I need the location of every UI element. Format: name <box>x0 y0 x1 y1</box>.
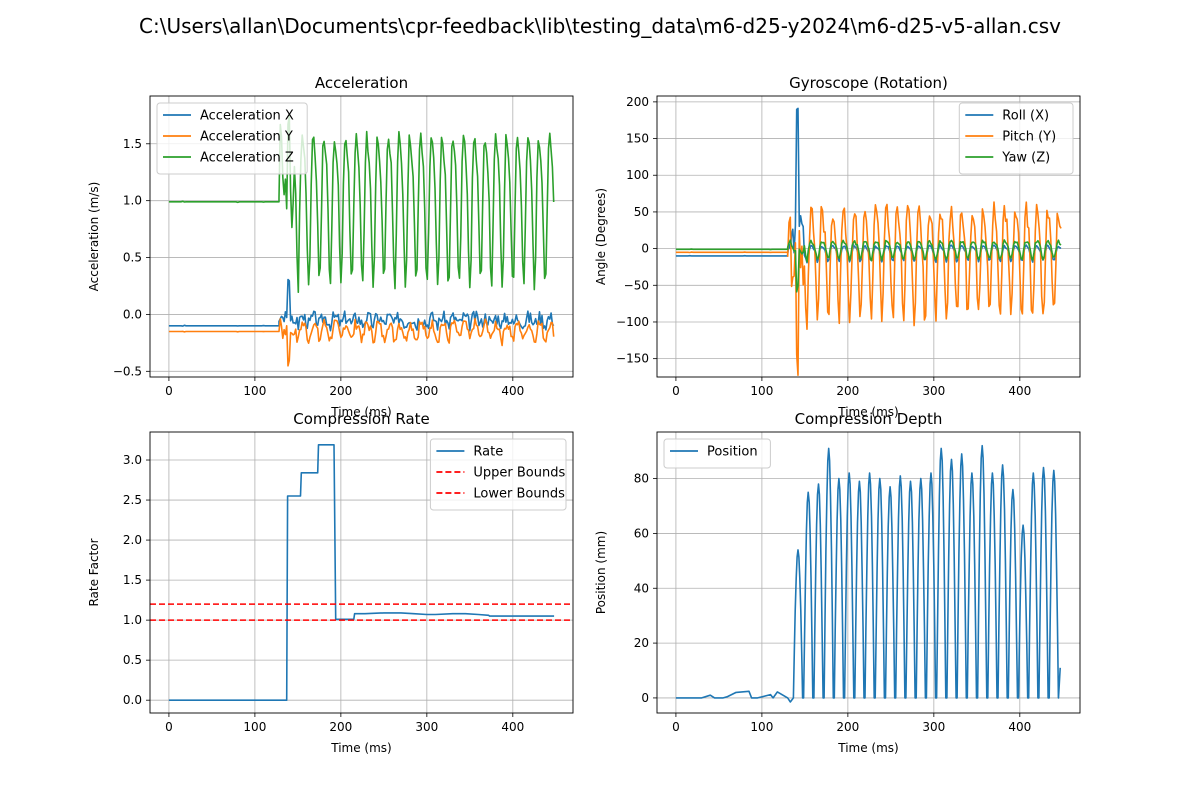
legend-box <box>156 102 308 175</box>
y-tick-label: 0.0 <box>123 693 142 707</box>
figure-title: C:\Users\allan\Documents\cpr-feedback\li… <box>139 14 1061 38</box>
y-tick-label: 1.5 <box>123 137 142 151</box>
legend-label: Yaw (Z) <box>1001 151 1050 166</box>
x-tick-label: 300 <box>922 720 945 734</box>
plot-area <box>168 114 555 367</box>
axes-frame <box>656 95 1081 378</box>
y-tick-label: 0 <box>641 691 649 705</box>
legend-label: Roll (X) <box>1002 109 1049 124</box>
y-axis-label: Position (mm) <box>594 531 608 614</box>
y-tick-label: 0.5 <box>123 251 142 265</box>
chart-title: Compression Depth <box>795 410 943 428</box>
legend-label: Acceleration Z <box>200 151 294 166</box>
legend: Acceleration X Acceleration Y Acceleration… <box>156 102 308 175</box>
series-line-2 <box>168 317 555 367</box>
series-line-1 <box>168 278 555 332</box>
plot-area <box>675 107 1062 376</box>
legend-label: Rate <box>473 445 503 460</box>
series-line-3 <box>675 239 1062 293</box>
x-tick-label: 300 <box>415 720 438 734</box>
x-tick-label: 400 <box>1008 720 1031 734</box>
x-tick-label: 200 <box>329 384 352 398</box>
x-tick-label: 200 <box>329 720 352 734</box>
legend-label: Upper Bounds <box>473 466 565 481</box>
series-line-1 <box>675 444 1061 703</box>
axes-frame <box>149 95 574 378</box>
y-tick-label: 20 <box>634 636 649 650</box>
plot-area <box>675 444 1061 703</box>
y-tick-label: 60 <box>634 526 649 540</box>
x-tick-label: 200 <box>836 384 859 398</box>
y-tick-label: −150 <box>616 352 649 366</box>
y-tick-label: 2.5 <box>123 493 142 507</box>
y-tick-label: 150 <box>626 132 649 146</box>
x-tick-label: 100 <box>243 384 266 398</box>
legend: Roll (X) Pitch (Y) Yaw (Z) <box>958 102 1074 175</box>
legend: Rate Upper Bounds Lower Bounds <box>429 438 567 511</box>
y-tick-label: 0.0 <box>123 307 142 321</box>
y-tick-label: 3.0 <box>123 453 142 467</box>
axes-frame <box>656 431 1081 714</box>
x-tick-label: 400 <box>501 384 524 398</box>
y-tick-label: −50 <box>624 278 649 292</box>
legend-label: Acceleration Y <box>200 130 293 145</box>
x-tick-label: 0 <box>672 384 680 398</box>
x-tick-label: 300 <box>415 384 438 398</box>
x-tick-label: 100 <box>750 384 773 398</box>
y-tick-label: 80 <box>634 472 649 486</box>
y-tick-label: −0.5 <box>113 364 142 378</box>
y-tick-label: 100 <box>626 168 649 182</box>
x-tick-label: 400 <box>501 720 524 734</box>
y-tick-label: 1.5 <box>123 573 142 587</box>
y-tick-label: −100 <box>616 315 649 329</box>
x-tick-label: 200 <box>836 720 859 734</box>
y-tick-label: 1.0 <box>123 613 142 627</box>
x-axis-label: Time (ms) <box>837 741 899 755</box>
legend: Position <box>663 438 771 469</box>
legend-label: Pitch (Y) <box>1002 130 1056 145</box>
y-axis-label: Angle (Degrees) <box>594 188 608 285</box>
axes-frame <box>149 431 574 714</box>
series-line-2 <box>675 201 1062 376</box>
series-line-3 <box>168 114 555 293</box>
y-axis-label: Rate Factor <box>87 538 101 606</box>
x-tick-label: 0 <box>672 720 680 734</box>
chart-title: Acceleration <box>315 74 408 92</box>
chart-title: Compression Rate <box>293 410 430 428</box>
x-tick-label: 100 <box>243 720 266 734</box>
legend-label: Lower Bounds <box>473 487 565 502</box>
x-axis-label: Time (ms) <box>330 741 392 755</box>
chart-accel: 0 100 200 300 400 −0.5 0.0 0.5 1.0 1.5 Acceleratio… <box>87 74 574 419</box>
y-tick-label: 200 <box>626 95 649 109</box>
legend-box <box>663 438 771 469</box>
x-tick-label: 300 <box>922 384 945 398</box>
y-tick-label: 0.5 <box>123 653 142 667</box>
series-line-1 <box>168 444 555 701</box>
y-tick-label: 40 <box>634 581 649 595</box>
x-tick-label: 400 <box>1008 384 1031 398</box>
x-tick-label: 0 <box>165 384 173 398</box>
y-tick-label: 0 <box>641 242 649 256</box>
x-axis-label: Time (ms) <box>837 405 899 419</box>
x-tick-label: 100 <box>750 720 773 734</box>
plot-area <box>150 444 573 701</box>
x-axis-label: Time (ms) <box>330 405 392 419</box>
y-tick-label: 2.0 <box>123 533 142 547</box>
x-tick-label: 0 <box>165 720 173 734</box>
chart-gyro: 0 100 200 300 400 −150 −100 −50 0 50 100 150 200 Gyro… <box>594 74 1081 419</box>
legend-label: Position <box>707 445 758 460</box>
legend-label: Acceleration X <box>200 109 294 124</box>
chart-depth: 0 100 200 300 400 0 20 40 60 80 Compression Depth T… <box>594 410 1081 755</box>
y-tick-label: 1.0 <box>123 194 142 208</box>
chart-title: Gyroscope (Rotation) <box>789 74 948 92</box>
y-tick-label: 50 <box>634 205 649 219</box>
chart-rate: 0 100 200 300 400 0.0 0.5 1.0 1.5 2.0 2.5 3.0 Compre… <box>87 410 574 755</box>
y-axis-label: Acceleration (m/s) <box>87 182 101 292</box>
